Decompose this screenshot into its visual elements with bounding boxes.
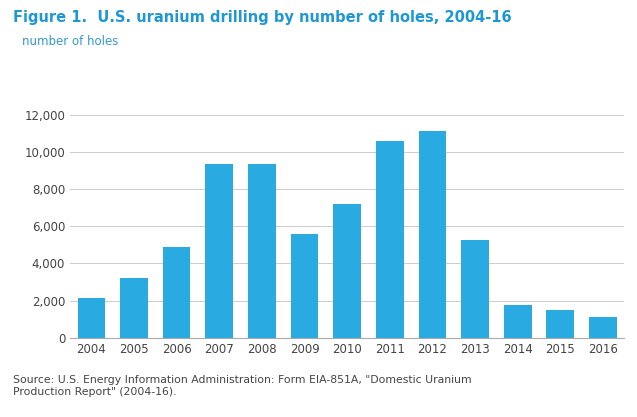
Bar [163, 246, 190, 338]
Bar [504, 305, 531, 338]
Bar [376, 141, 404, 338]
Text: Source: U.S. Energy Information Administration: Form EIA-851A, "Domestic Uranium: Source: U.S. Energy Information Administ… [13, 375, 471, 397]
Bar [205, 164, 233, 338]
Text: Figure 1.  U.S. uranium drilling by number of holes, 2004-16: Figure 1. U.S. uranium drilling by numbe… [13, 10, 512, 25]
Bar [290, 234, 318, 338]
Text: number of holes: number of holes [22, 35, 118, 48]
Bar [547, 310, 574, 338]
Bar [333, 204, 361, 338]
Bar [78, 298, 105, 338]
Bar [461, 240, 489, 338]
Bar [419, 131, 447, 338]
Bar [120, 278, 148, 338]
Bar [248, 164, 276, 338]
Bar [589, 317, 617, 338]
